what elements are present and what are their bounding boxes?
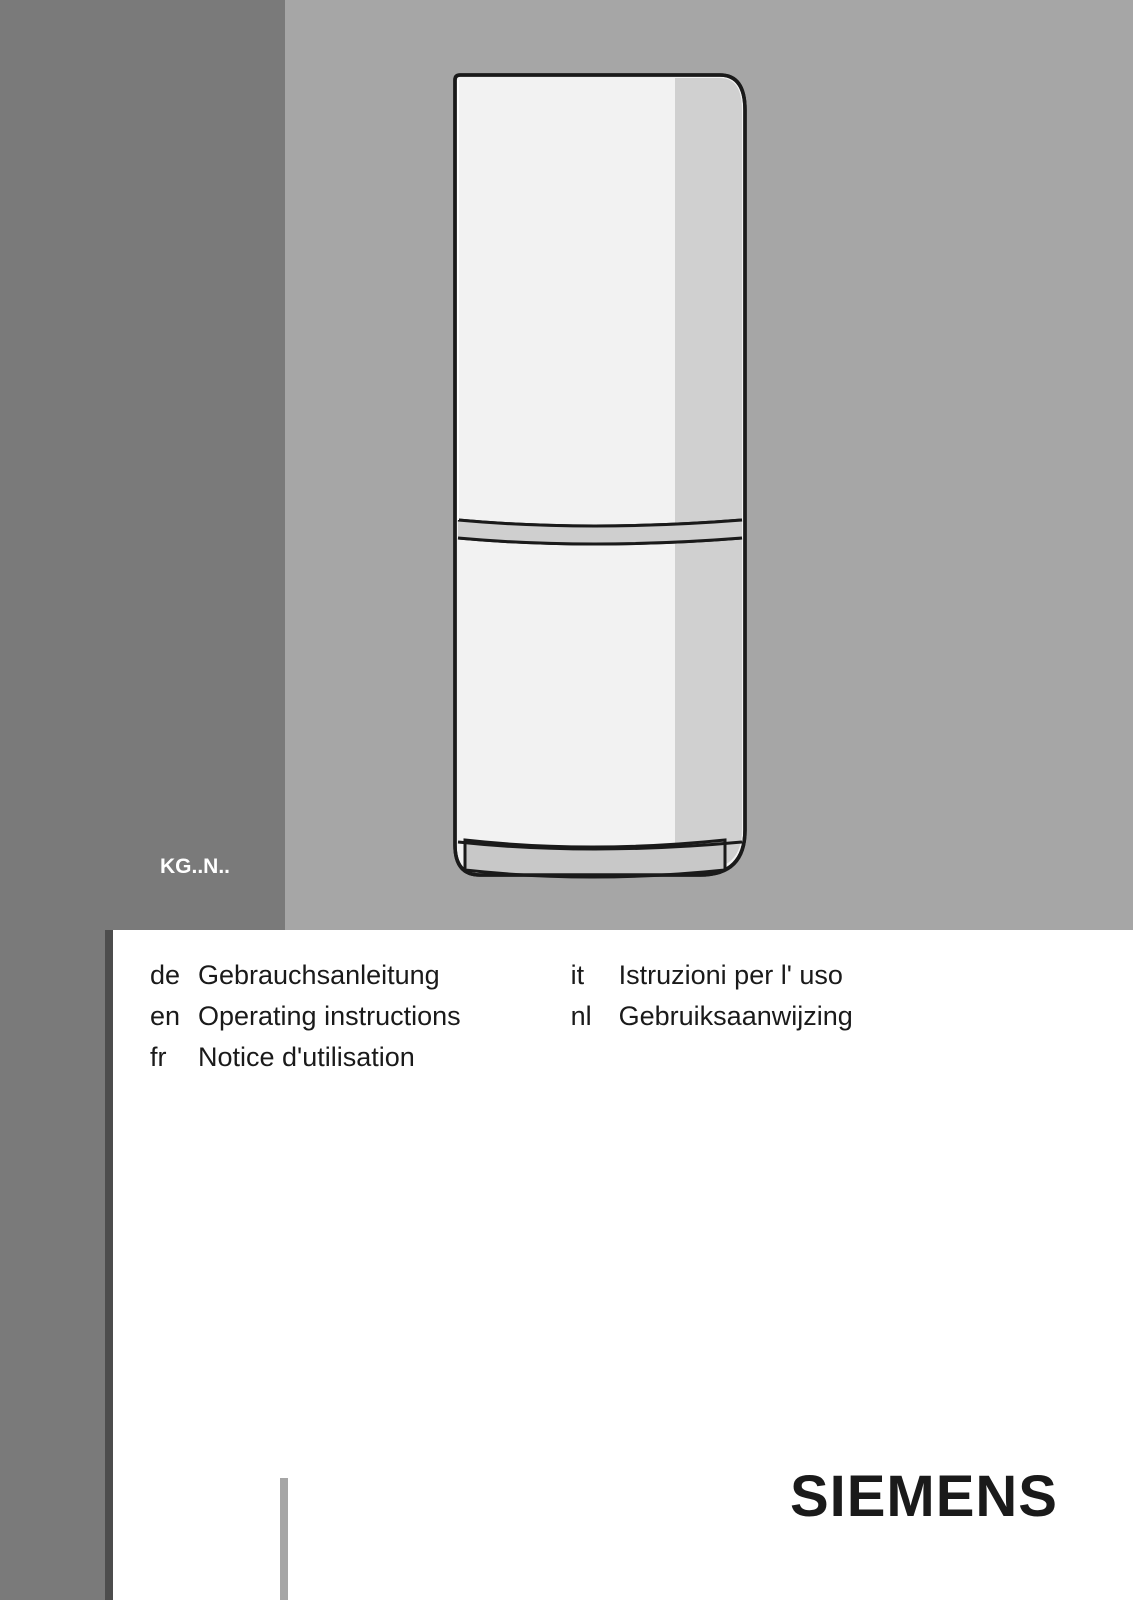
lang-row-nl: nl Gebruiksaanwijzing bbox=[571, 1001, 853, 1032]
refrigerator-illustration bbox=[410, 70, 780, 890]
lang-label: Gebruiksaanwijzing bbox=[619, 1001, 853, 1032]
language-column-1: de Gebrauchsanleitung en Operating instr… bbox=[150, 960, 461, 1073]
lang-code: en bbox=[150, 1001, 184, 1032]
left-vertical-strip bbox=[0, 0, 105, 1600]
illustration-left-panel bbox=[105, 0, 285, 930]
accent-thin-bar bbox=[105, 930, 113, 1600]
lang-label: Notice d'utilisation bbox=[198, 1042, 415, 1073]
lang-row-fr: fr Notice d'utilisation bbox=[150, 1042, 461, 1073]
model-code: KG..N.. bbox=[105, 855, 285, 879]
language-list: de Gebrauchsanleitung en Operating instr… bbox=[150, 960, 1050, 1073]
lang-code: de bbox=[150, 960, 184, 991]
language-column-2: it Istruzioni per l' uso nl Gebruiksaanw… bbox=[571, 960, 853, 1073]
brand-logo: SIEMENS bbox=[790, 1463, 1058, 1530]
lang-row-it: it Istruzioni per l' uso bbox=[571, 960, 853, 991]
bottom-accent-strip bbox=[280, 1478, 288, 1600]
lang-code: nl bbox=[571, 1001, 605, 1032]
lang-row-de: de Gebrauchsanleitung bbox=[150, 960, 461, 991]
lang-label: Istruzioni per l' uso bbox=[619, 960, 843, 991]
lang-label: Gebrauchsanleitung bbox=[198, 960, 440, 991]
lang-code: fr bbox=[150, 1042, 184, 1073]
lang-code: it bbox=[571, 960, 605, 991]
lang-row-en: en Operating instructions bbox=[150, 1001, 461, 1032]
lang-label: Operating instructions bbox=[198, 1001, 461, 1032]
